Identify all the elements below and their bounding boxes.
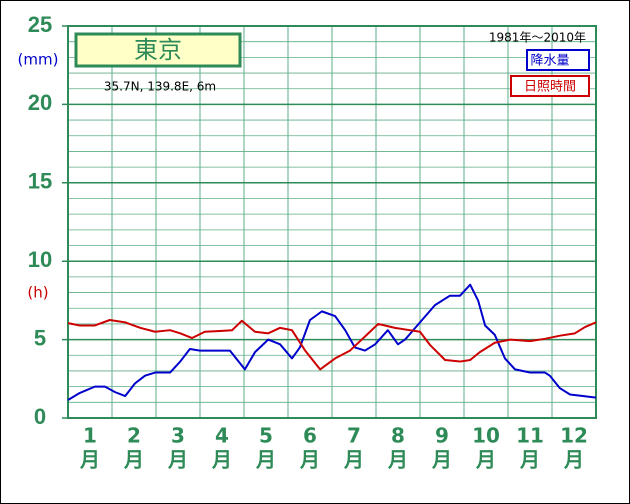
title-box: [74, 32, 242, 68]
legend-box: [510, 75, 590, 97]
x-tick-label: 4: [215, 424, 229, 448]
x-tick-label: 1: [83, 424, 97, 448]
x-tick-label: 2: [127, 424, 141, 448]
y-tick-label: 15: [28, 169, 52, 194]
x-tick-unit: 月: [255, 448, 276, 472]
y-unit-precip: (mm): [18, 51, 59, 69]
x-tick-label: 12: [560, 424, 588, 448]
x-tick-label: 3: [171, 424, 185, 448]
x-tick-unit: 月: [343, 448, 364, 472]
legend-label: 降水量: [530, 54, 569, 69]
x-tick-unit: 月: [79, 448, 100, 472]
x-tick-unit: 月: [563, 448, 584, 472]
y-tick-label: 10: [28, 247, 52, 272]
x-tick-label: 10: [472, 424, 500, 448]
x-tick-unit: 月: [519, 448, 540, 472]
chart-title: 東京: [134, 36, 182, 64]
x-tick-unit: 月: [211, 448, 232, 472]
y-tick-label: 5: [34, 325, 46, 350]
y-tick-label: 0: [34, 404, 46, 429]
x-tick-unit: 月: [387, 448, 408, 472]
y-tick-label: 20: [28, 90, 52, 115]
x-tick-unit: 月: [431, 448, 452, 472]
x-tick-unit: 月: [475, 448, 496, 472]
y-unit-sun: (h): [27, 284, 48, 302]
data-line: [67, 319, 597, 371]
x-tick-label: 8: [391, 424, 405, 448]
legend-label: 日照時間: [524, 80, 576, 95]
period: 1981年〜2010年: [489, 31, 586, 45]
location: 35.7N, 139.8E, 6m: [104, 80, 216, 94]
legend-box: [526, 49, 590, 71]
data-line: [67, 283, 597, 401]
x-tick-label: 5: [259, 424, 273, 448]
x-tick-unit: 月: [123, 448, 144, 472]
x-tick-label: 9: [435, 424, 449, 448]
y-tick-label: 25: [28, 12, 52, 37]
x-tick-label: 7: [347, 424, 361, 448]
x-tick-label: 11: [516, 424, 544, 448]
x-tick-label: 6: [303, 424, 317, 448]
grid: [62, 25, 597, 419]
x-tick-unit: 月: [167, 448, 188, 472]
x-tick-unit: 月: [299, 448, 320, 472]
plot-border: [67, 25, 597, 419]
